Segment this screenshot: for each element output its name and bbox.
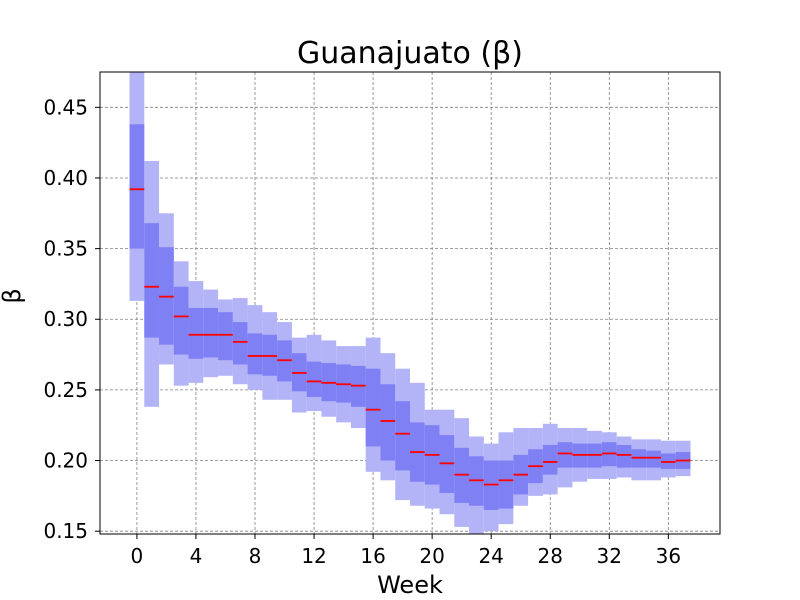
inner-band-week-16 bbox=[365, 368, 381, 447]
inner-band-week-28 bbox=[542, 444, 558, 475]
x-axis-label: Week bbox=[377, 571, 443, 599]
inner-band-week-18 bbox=[395, 401, 410, 471]
inner-band-week-3 bbox=[173, 286, 189, 355]
x-tick-label: 12 bbox=[301, 544, 326, 568]
x-tick-label: 20 bbox=[419, 544, 444, 568]
inner-band-week-6 bbox=[218, 312, 233, 361]
uncertainty-bands bbox=[129, 72, 691, 534]
y-tick-label: 0.45 bbox=[43, 95, 88, 119]
inner-band-week-35 bbox=[646, 450, 661, 468]
inner-band-week-17 bbox=[380, 384, 396, 461]
x-tick-label: 16 bbox=[360, 544, 385, 568]
inner-band-week-29 bbox=[557, 442, 573, 468]
x-tick-label: 24 bbox=[478, 544, 503, 568]
inner-band-week-0 bbox=[129, 124, 145, 249]
y-ticks: 0.15 0.20 0.25 0.30 0.35 0.40 0.45 bbox=[43, 95, 100, 543]
inner-band-week-4 bbox=[188, 307, 204, 359]
y-tick-label: 0.20 bbox=[43, 449, 88, 473]
median-markers bbox=[129, 188, 691, 486]
x-tick-label: 0 bbox=[131, 544, 144, 568]
inner-band-week-8 bbox=[247, 333, 263, 375]
x-tick-label: 4 bbox=[190, 544, 203, 568]
y-tick-label: 0.40 bbox=[43, 166, 88, 190]
y-tick-label: 0.15 bbox=[43, 519, 88, 543]
x-tick-label: 8 bbox=[249, 544, 262, 568]
inner-band-week-7 bbox=[232, 322, 248, 365]
x-tick-label: 32 bbox=[597, 544, 622, 568]
inner-band-week-33 bbox=[616, 444, 632, 468]
y-axis-label: β bbox=[0, 288, 26, 303]
y-tick-label: 0.35 bbox=[43, 237, 88, 261]
plot-frame bbox=[99, 71, 721, 535]
x-tick-label: 36 bbox=[656, 544, 681, 568]
inner-band-week-25 bbox=[498, 460, 514, 509]
x-ticks: 0 4 8 12 16 20 24 28 32 36 bbox=[131, 534, 681, 568]
chart-title: Guanajuato (β) bbox=[297, 36, 523, 71]
y-tick-label: 0.25 bbox=[43, 378, 88, 402]
y-tick-label: 0.30 bbox=[43, 307, 88, 331]
inner-band-week-1 bbox=[144, 223, 160, 338]
inner-band-week-5 bbox=[203, 307, 219, 358]
x-tick-label: 28 bbox=[538, 544, 563, 568]
inner-band-week-12 bbox=[306, 361, 322, 397]
